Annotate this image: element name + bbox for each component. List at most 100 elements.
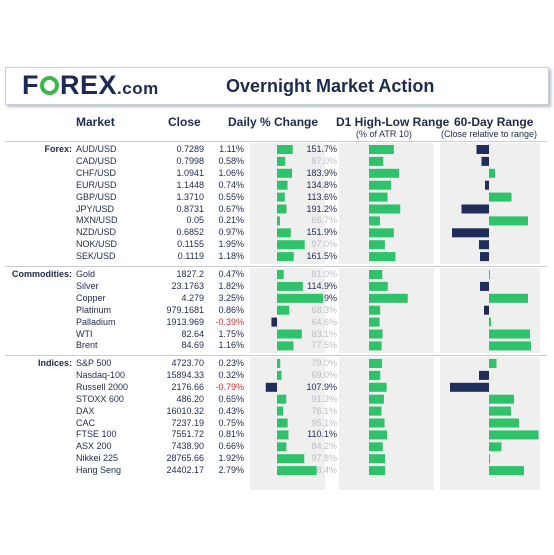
day60-bar — [452, 228, 489, 238]
change-value: 0.97% — [218, 227, 244, 238]
change-value: 0.67% — [218, 203, 244, 214]
range-value: 97.0% — [311, 239, 337, 250]
section-divider — [5, 266, 547, 267]
change-value: 0.23% — [218, 358, 244, 368]
close-value: 7551.72 — [171, 429, 204, 440]
range-bar — [369, 382, 387, 392]
column-subheader-60day: (Close relative to range) — [441, 129, 538, 139]
range-value: 191.2% — [306, 203, 337, 214]
range-value: 98.4% — [311, 465, 337, 476]
change-bar — [277, 341, 294, 351]
change-bar — [277, 180, 288, 190]
day60-bar — [476, 145, 489, 154]
day60-bar — [489, 329, 530, 339]
close-value: 0.05 — [186, 215, 204, 226]
market-name: Nikkei 225 — [76, 453, 119, 464]
range-value: 134.8% — [306, 179, 337, 190]
market-name: S&P 500 — [76, 358, 112, 368]
close-value: 0.6852 — [176, 227, 204, 238]
market-name: DAX — [76, 405, 95, 416]
change-bar — [277, 442, 287, 452]
close-value: 23.1763 — [171, 280, 204, 291]
change-bar — [265, 382, 277, 392]
change-bar — [277, 270, 284, 279]
change-value: 1.95% — [218, 239, 244, 250]
range-bar — [369, 341, 382, 351]
change-bar — [277, 192, 285, 202]
day60-pane — [440, 143, 540, 264]
close-value: 1.3710 — [176, 191, 204, 202]
day60-bar — [489, 466, 524, 476]
change-bar — [277, 216, 280, 226]
section-label: Forex: — [44, 144, 72, 154]
change-value: 0.47% — [218, 269, 244, 279]
column-header-close: Close — [168, 115, 201, 129]
market-name: Gold — [76, 269, 96, 279]
market-name: Copper — [76, 292, 106, 303]
column-header-range: D1 High-Low Range — [336, 115, 450, 129]
close-value: 0.8731 — [176, 203, 204, 214]
range-value: 161.5% — [306, 251, 337, 262]
change-bar — [277, 204, 287, 214]
day60-bar — [489, 341, 531, 351]
range-value: 183.9% — [306, 167, 337, 178]
range-bar — [369, 216, 380, 226]
close-value: 1913.969 — [166, 316, 204, 327]
change-value: 0.43% — [218, 405, 244, 416]
range-value: 97.8% — [311, 453, 337, 464]
market-name: Nasdaq-100 — [76, 369, 126, 380]
change-value: 0.66% — [218, 441, 244, 452]
range-bar — [369, 168, 400, 178]
close-value: 0.1155 — [177, 239, 204, 250]
market-name: Silver — [76, 280, 99, 291]
change-value: 1.16% — [218, 340, 244, 351]
range-value: 107.9% — [306, 381, 337, 392]
day60-bar — [479, 370, 489, 380]
day60-pane — [440, 268, 540, 353]
change-value: -0.39% — [215, 316, 244, 327]
day60-bar — [489, 216, 528, 226]
change-bar — [277, 430, 289, 440]
column-header-change: Daily % Change — [228, 115, 319, 129]
logo-ring-icon — [40, 76, 59, 95]
range-value: 151.9% — [306, 227, 337, 238]
range-value: 76.1% — [311, 405, 337, 416]
market-name: Brent — [76, 340, 98, 351]
section-label: Indices: — [37, 358, 72, 368]
close-value: 4.279 — [181, 292, 204, 303]
change-value: 0.65% — [218, 393, 244, 404]
change-bar — [271, 317, 277, 327]
market-name: NOK/USD — [76, 239, 118, 250]
close-value: 24402.17 — [166, 465, 204, 476]
market-name: FTSE 100 — [76, 429, 117, 440]
market-name: NZD/USD — [76, 227, 116, 238]
range-bar — [369, 430, 388, 440]
close-value: 1827.2 — [176, 269, 204, 279]
market-name: Platinum — [76, 304, 112, 315]
change-bar — [277, 466, 317, 476]
range-bar — [369, 370, 381, 380]
range-pane — [339, 143, 434, 264]
range-value: 64.6% — [311, 316, 337, 327]
day60-bar — [484, 305, 489, 315]
day60-bar — [489, 270, 490, 279]
market-name: Russell 2000 — [76, 381, 129, 392]
change-bar — [277, 156, 286, 166]
day60-bar — [461, 204, 489, 214]
change-value: 1.92% — [218, 453, 244, 464]
day60-bar — [480, 252, 489, 262]
forex-logo: F REX.com — [22, 70, 159, 100]
change-value: 1.18% — [218, 251, 244, 262]
column-header-market: Market — [76, 115, 115, 129]
close-value: 84.69 — [181, 340, 204, 351]
change-value: 3.25% — [218, 292, 244, 303]
market-name: STOXX 600 — [76, 393, 124, 404]
change-bar — [277, 305, 290, 315]
close-value: 486.20 — [176, 393, 204, 404]
change-bar — [277, 252, 294, 262]
change-value: 0.81% — [218, 429, 244, 440]
section-label: Commodities: — [11, 269, 72, 279]
close-value: 0.7289 — [176, 144, 204, 154]
change-value: 2.79% — [218, 465, 244, 476]
